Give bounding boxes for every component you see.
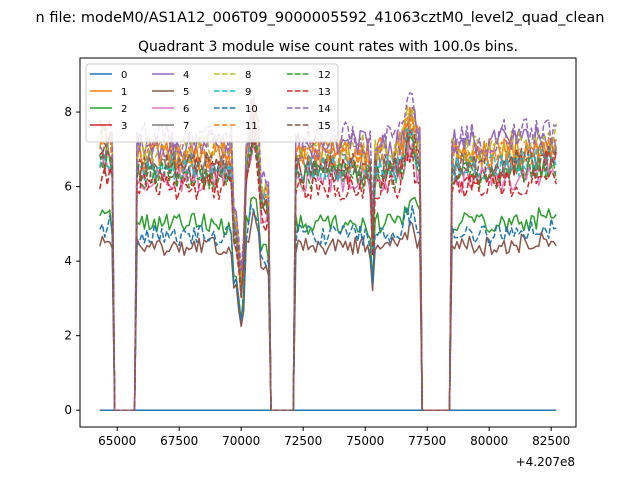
x-tick-label: 70000 — [222, 434, 260, 448]
legend-label-13: 13 — [318, 87, 331, 98]
x-tick-label: 75000 — [346, 434, 384, 448]
legend-label-8: 8 — [245, 70, 251, 81]
chart-title: Quadrant 3 module wise count rates with … — [138, 39, 518, 55]
series-line-13 — [99, 137, 557, 411]
legend-label-9: 9 — [245, 87, 251, 98]
y-tick-label: 4 — [64, 254, 72, 268]
y-tick-label: 6 — [64, 180, 72, 194]
x-tick-label: 67500 — [160, 434, 198, 448]
x-tick-label: 72500 — [284, 434, 322, 448]
legend-label-6: 6 — [183, 104, 189, 115]
legend-label-3: 3 — [121, 121, 127, 132]
chart-suptitle: n file: modeM0/AS1A12_006T09_9000005592_… — [36, 10, 605, 26]
x-tick-label: 80000 — [470, 434, 508, 448]
legend-label-4: 4 — [183, 70, 189, 81]
legend-label-10: 10 — [245, 104, 258, 115]
series-line-5 — [99, 209, 557, 411]
x-tick-label: 65000 — [98, 434, 136, 448]
x-tick-label: 77500 — [408, 434, 446, 448]
plot-frame — [79, 57, 577, 428]
y-axis: 0 2 4 6 8 — [64, 105, 80, 417]
y-tick-label: 8 — [64, 105, 72, 119]
legend-label-2: 2 — [121, 104, 127, 115]
x-axis-offset-label: +4.207e8 — [516, 455, 575, 469]
legend-label-5: 5 — [183, 87, 189, 98]
legend-label-0: 0 — [121, 70, 127, 81]
legend-label-15: 15 — [318, 121, 331, 132]
legend-label-14: 14 — [318, 104, 331, 115]
series-layer — [99, 92, 557, 411]
x-axis: 65000 67500 70000 72500 75000 77500 80000 82500 — [98, 427, 570, 448]
series-line-10 — [99, 204, 557, 411]
legend-box — [85, 63, 339, 143]
legend-label-12: 12 — [318, 70, 331, 81]
series-line-11 — [99, 102, 557, 411]
series-line-8 — [99, 103, 557, 411]
y-tick-label: 0 — [64, 403, 72, 417]
x-tick-label: 82500 — [532, 434, 570, 448]
y-tick-label: 2 — [64, 329, 72, 343]
legend-label-7: 7 — [183, 121, 189, 132]
series-line-2 — [99, 196, 557, 411]
legend-label-1: 1 — [121, 87, 127, 98]
series-line-14 — [99, 92, 557, 411]
legend-label-11: 11 — [245, 121, 258, 132]
series-line-15 — [99, 113, 557, 411]
